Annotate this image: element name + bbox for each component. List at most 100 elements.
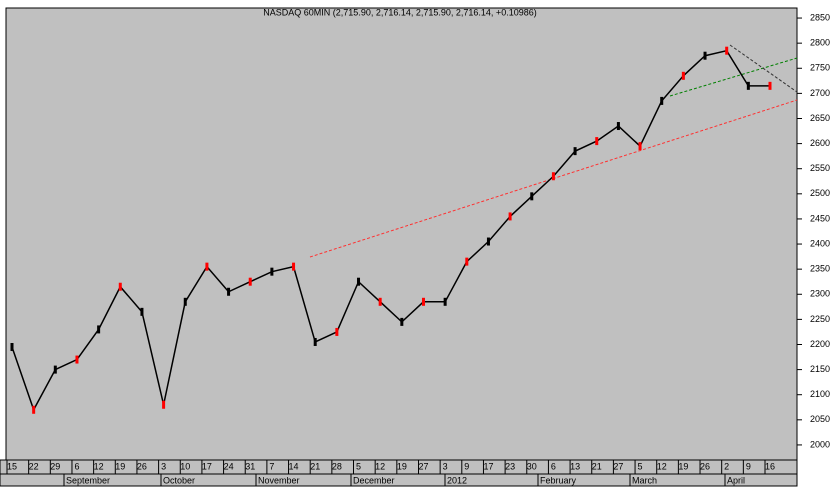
price-bar <box>335 327 339 336</box>
price-bar <box>97 325 101 334</box>
x-tick-label: 17 <box>202 461 212 471</box>
price-bar <box>32 405 36 414</box>
x-tick-label: 28 <box>332 461 342 471</box>
x-tick-label: 29 <box>50 461 60 471</box>
x-tick-label: 19 <box>397 461 407 471</box>
price-bar <box>10 343 14 351</box>
y-tick-label: 2800 <box>810 38 830 48</box>
trend-line <box>729 44 798 93</box>
y-tick-label: 2550 <box>810 163 830 173</box>
x-tick-label: 3 <box>161 461 166 471</box>
x-tick-label: 24 <box>224 461 234 471</box>
y-tick-label: 2050 <box>810 414 830 424</box>
x-tick-label: 5 <box>356 461 361 471</box>
price-line <box>11 49 770 412</box>
price-bar <box>75 355 79 364</box>
price-bar <box>725 46 729 55</box>
price-bar <box>378 297 382 306</box>
y-tick-label: 2100 <box>810 389 830 399</box>
x-tick-label: 26 <box>137 461 147 471</box>
x-tick-label: 10 <box>180 461 190 471</box>
price-bar <box>551 172 555 181</box>
price-bar <box>508 212 512 221</box>
month-label: March <box>632 475 657 485</box>
price-bar <box>292 262 296 271</box>
price-bar <box>53 365 57 374</box>
y-tick-label: 2850 <box>810 12 830 22</box>
price-bar <box>421 297 425 306</box>
price-bar <box>638 142 642 151</box>
x-tick-label: 21 <box>310 461 320 471</box>
x-tick-label: 27 <box>418 461 428 471</box>
x-tick-label: 14 <box>289 461 299 471</box>
y-tick-label: 2150 <box>810 364 830 374</box>
x-tick-label: 21 <box>592 461 602 471</box>
x-tick-label: 27 <box>613 461 623 471</box>
y-tick-label: 2250 <box>810 314 830 324</box>
month-label: September <box>66 475 110 485</box>
x-tick-label: 3 <box>443 461 448 471</box>
x-tick-label: 2 <box>724 461 729 471</box>
x-tick-label: 12 <box>375 461 385 471</box>
x-tick-label: 19 <box>115 461 125 471</box>
y-tick-label: 2750 <box>810 63 830 73</box>
price-bar <box>703 51 707 60</box>
x-tick-label: 9 <box>746 461 751 471</box>
price-bar <box>443 297 447 306</box>
price-bar <box>248 277 252 286</box>
y-tick-label: 2000 <box>810 439 830 449</box>
price-bar <box>400 317 404 326</box>
price-bar <box>183 297 187 306</box>
price-bar <box>681 71 685 80</box>
y-tick-label: 2600 <box>810 138 830 148</box>
price-bar <box>357 277 361 286</box>
price-bar <box>140 307 144 316</box>
price-bar <box>465 257 469 266</box>
price-bar <box>530 192 534 201</box>
price-bar <box>227 287 231 296</box>
x-tick-label: 19 <box>678 461 688 471</box>
y-tick-label: 2500 <box>810 188 830 198</box>
x-tick-label: 16 <box>765 461 775 471</box>
price-bar <box>616 122 620 131</box>
month-label: December <box>353 475 395 485</box>
x-tick-label: 6 <box>74 461 79 471</box>
y-tick-label: 2200 <box>810 339 830 349</box>
month-label: February <box>540 475 577 485</box>
x-tick-label: 6 <box>551 461 556 471</box>
price-bar <box>595 137 599 146</box>
x-tick-label: 22 <box>29 461 39 471</box>
x-tick-label: 12 <box>657 461 667 471</box>
month-label: October <box>163 475 195 485</box>
price-bar <box>768 81 772 90</box>
chart-title: NASDAQ 60MIN (2,715.90, 2,716.14, 2,715.… <box>263 7 536 17</box>
x-tick-label: 5 <box>638 461 643 471</box>
price-bar <box>746 81 750 90</box>
x-axis-band <box>0 459 798 487</box>
plot-area <box>5 7 798 461</box>
price-bar <box>486 237 490 246</box>
x-tick-label: 15 <box>7 461 17 471</box>
month-label: November <box>258 475 300 485</box>
x-tick-label: 12 <box>94 461 104 471</box>
month-label: 2012 <box>447 475 467 485</box>
y-tick-label: 2450 <box>810 213 830 223</box>
x-tick-label: 31 <box>245 461 255 471</box>
price-bar <box>313 337 317 346</box>
x-tick-label: 17 <box>483 461 493 471</box>
price-bar <box>660 96 664 105</box>
x-tick-label: 26 <box>700 461 710 471</box>
month-label: April <box>727 475 745 485</box>
x-tick-label: 9 <box>464 461 469 471</box>
y-tick-label: 2650 <box>810 113 830 123</box>
x-tick-label: 23 <box>505 461 515 471</box>
y-tick-label: 2400 <box>810 238 830 248</box>
price-bar <box>270 267 274 276</box>
trend-line <box>669 57 798 97</box>
price-bar <box>162 400 166 409</box>
y-tick-label: 2350 <box>810 264 830 274</box>
price-bar <box>118 282 122 291</box>
y-tick-label: 2700 <box>810 88 830 98</box>
x-tick-label: 13 <box>570 461 580 471</box>
